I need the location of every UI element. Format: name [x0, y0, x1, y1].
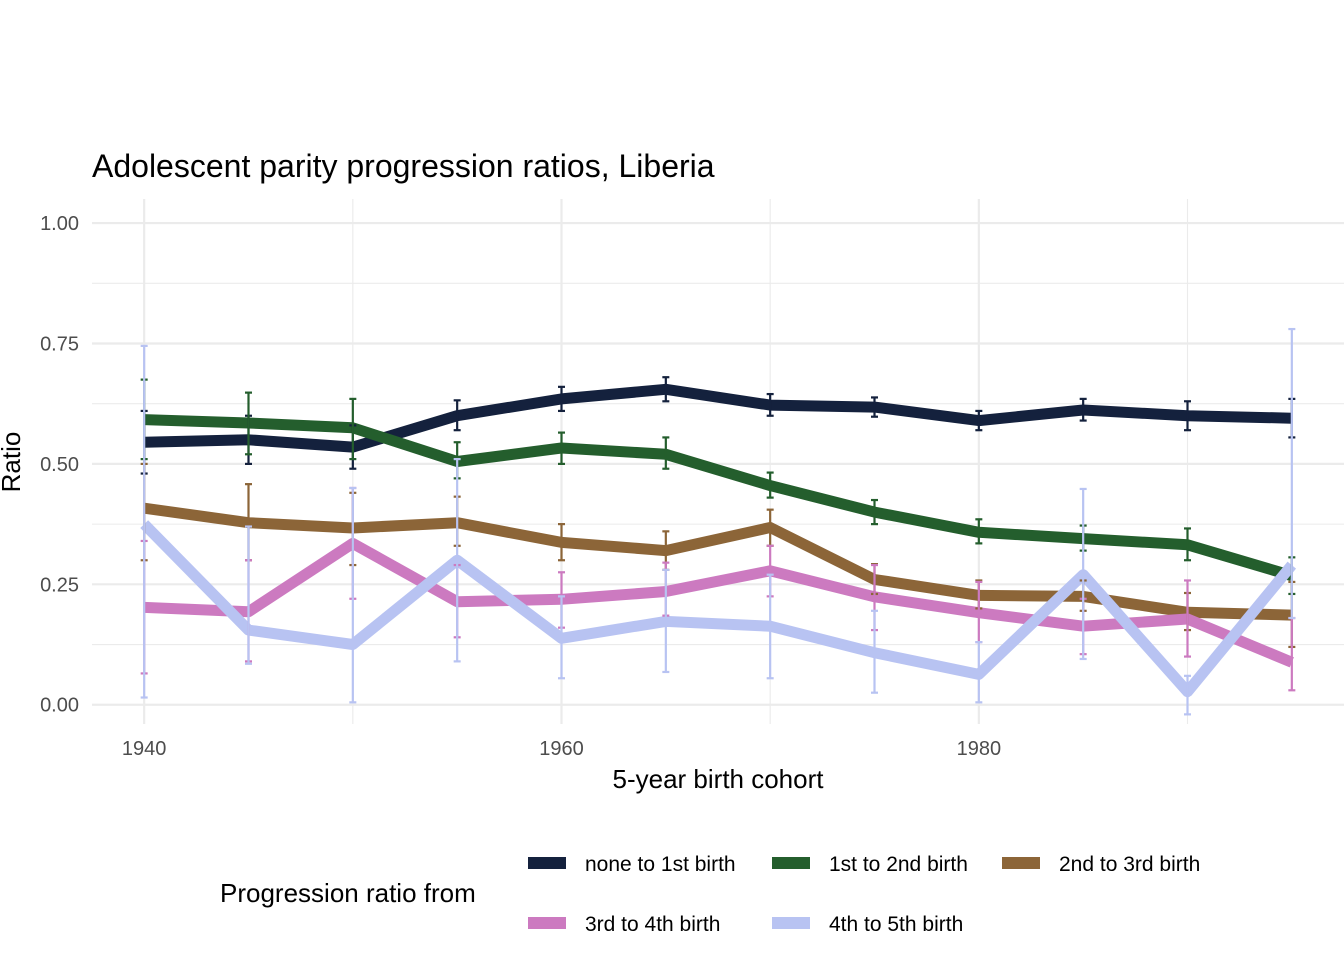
series-2 [144, 414, 1294, 581]
x-tick-labels: 1940 1960 1980 [122, 738, 1001, 760]
error-bar [766, 392, 774, 417]
error-bar [1184, 400, 1191, 432]
legend-key [772, 917, 810, 929]
error-bar [558, 523, 565, 562]
error-bar [975, 409, 983, 432]
legend-item-4: 3rd to 4th birth [528, 913, 720, 936]
error-bar [558, 385, 565, 413]
legend-label: 1st to 2nd birth [829, 853, 968, 876]
legend-item-2: 1st to 2nd birth [772, 853, 968, 876]
legend-item-5: 4th to 5th birth [772, 913, 963, 936]
series-4 [143, 537, 1294, 668]
legend-key [528, 857, 566, 869]
series-1 [144, 383, 1292, 453]
error-bar [245, 391, 252, 456]
legend-label: none to 1st birth [585, 853, 736, 876]
error-bar [662, 436, 670, 470]
error-bar [975, 641, 983, 704]
series-line [143, 537, 1294, 668]
x-tick-label: 1940 [122, 738, 167, 760]
y-tick-label: 0.25 [40, 574, 79, 596]
series-line [144, 414, 1294, 581]
series-5 [140, 520, 1297, 698]
error-bar [1288, 616, 1296, 692]
chart-title: Adolescent parity progression ratios, Li… [92, 148, 715, 184]
series-5-error-bars [140, 327, 1296, 716]
legend-label: 3rd to 4th birth [585, 913, 720, 936]
error-bar [453, 399, 461, 432]
error-bar [140, 344, 148, 699]
legend: Progression ratio from none to 1st birth… [220, 853, 1200, 936]
error-bar [975, 518, 983, 545]
legend-label: 4th to 5th birth [829, 913, 963, 936]
legend-label: 2nd to 3rd birth [1059, 853, 1200, 876]
error-bar [1184, 527, 1191, 562]
y-tick-label: 0.50 [40, 454, 79, 476]
x-tick-label: 1960 [539, 738, 584, 760]
error-bar [662, 376, 670, 403]
error-bar [1079, 397, 1087, 422]
plot-area [140, 327, 1297, 716]
y-tick-label: 0.00 [40, 695, 79, 717]
error-bar [871, 396, 878, 418]
legend-item-3: 2nd to 3rd birth [1002, 853, 1200, 876]
x-tick-label: 1980 [957, 738, 1002, 760]
y-tick-label: 0.75 [40, 333, 79, 355]
error-bar [871, 498, 878, 526]
legend-key [1002, 857, 1040, 869]
y-tick-labels: 0.00 0.25 0.50 0.75 1.00 [40, 213, 79, 717]
error-bar [1079, 487, 1087, 661]
error-bar [662, 568, 670, 674]
error-bar [349, 397, 357, 461]
series-line [140, 520, 1297, 698]
legend-key [528, 917, 566, 929]
error-bar [453, 457, 461, 663]
x-axis-title: 5-year birth cohort [613, 764, 825, 794]
error-bar [871, 609, 878, 694]
error-bar [558, 431, 565, 466]
legend-title: Progression ratio from [220, 878, 476, 908]
error-bar [766, 471, 774, 499]
series-4-error-bars [140, 486, 1296, 692]
error-bar [245, 525, 252, 665]
error-bar [558, 595, 565, 680]
error-bar [1184, 674, 1191, 716]
error-bar [349, 486, 357, 704]
legend-key [772, 857, 810, 869]
grid [92, 199, 1344, 724]
series-line [144, 383, 1292, 453]
error-bar [1288, 327, 1296, 620]
y-tick-label: 1.00 [40, 213, 79, 235]
error-bar [1184, 579, 1191, 658]
error-bar [766, 573, 774, 680]
legend-item-1: none to 1st birth [528, 853, 736, 876]
y-axis-title: Ratio [0, 432, 26, 493]
